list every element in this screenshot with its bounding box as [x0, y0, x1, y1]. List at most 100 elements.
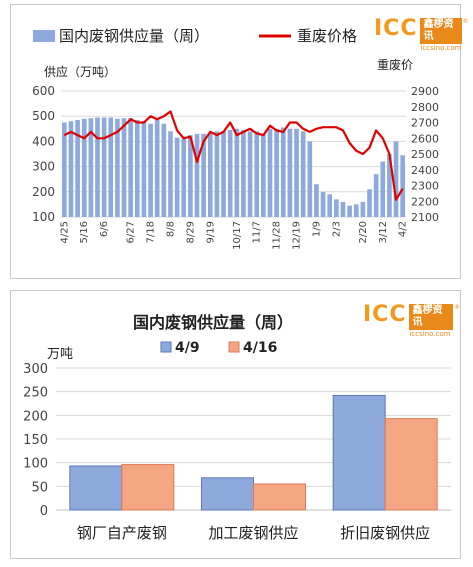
supply-bar — [188, 135, 193, 217]
supply-bar — [75, 119, 80, 217]
x-tick-label: 3/12 — [378, 221, 389, 243]
supply-bar-4-9 — [69, 465, 123, 511]
category-label: 钢厂自产废钢 — [77, 524, 167, 542]
y-tick-label: 50 — [31, 480, 48, 495]
supply-bar — [367, 189, 372, 217]
right-tick-label: 2900 — [411, 85, 439, 98]
supply-bar — [334, 199, 339, 217]
legend-swatch — [228, 341, 240, 353]
logo-brand-2: ICC — [363, 302, 407, 327]
right-axis-title: 重废价 — [377, 57, 413, 72]
x-tick-label: 9/19 — [205, 221, 216, 243]
supply-bar — [247, 131, 253, 217]
supply-bar — [314, 184, 319, 217]
supply-bar — [340, 201, 346, 217]
x-tick-label: 11/28 — [272, 221, 283, 250]
legend-label: 4/16 — [243, 340, 277, 356]
supply-bar — [174, 137, 180, 217]
supply-bar — [294, 128, 299, 217]
supply-bar — [353, 204, 359, 217]
left-tick-label: 100 — [32, 210, 55, 224]
supply-comparison-chart: 国内废钢供应量（周） 万吨 4/9 4/16 0 50 100 150 200 250 300… — [23, 313, 451, 542]
icc-logo: ICC 鑫椤资讯 iccsino.com ® — [374, 18, 469, 53]
left-axis-title: 供应（万吨） — [44, 64, 116, 79]
supply-price-chart-panel: 100 200 300 400 500 600 2100 2200 2300 2400 2500 2… — [10, 4, 469, 279]
right-tick-label: 2700 — [411, 117, 439, 130]
supply-bar — [307, 141, 313, 217]
logo-registered-mark: ® — [462, 18, 469, 25]
supply-bar — [261, 133, 266, 217]
supply-bar-4-9 — [201, 477, 254, 511]
legend-bar-swatch — [33, 30, 55, 42]
supply-bar-4-16 — [384, 418, 438, 511]
logo-cn-text-2: 鑫椤资讯 — [409, 304, 453, 330]
logo-brand: ICC — [374, 16, 418, 41]
x-tick-label: 6/6 — [99, 221, 110, 237]
logo-url-text: iccsino.com — [420, 44, 462, 52]
x-tick-label: 6/27 — [126, 221, 137, 243]
supply-bar — [221, 131, 226, 217]
logo-registered-mark-2: ® — [454, 304, 460, 311]
supply-bar — [234, 128, 240, 217]
x-tick-label: 8/29 — [185, 221, 196, 243]
supply-bar — [101, 117, 107, 217]
x-tick-label: 4/25 — [59, 221, 70, 243]
x-tick-label: 4/2 — [398, 221, 409, 237]
right-tick-label: 2300 — [411, 180, 439, 193]
supply-bar — [393, 141, 399, 217]
supply-bar — [214, 131, 220, 217]
y-tick-label: 200 — [23, 409, 48, 424]
supply-bar — [300, 131, 306, 217]
supply-bar — [115, 118, 120, 217]
y-axis-unit: 万吨 — [47, 347, 73, 362]
legend-label: 4/9 — [175, 340, 200, 356]
y-tick-label: 100 — [23, 457, 48, 472]
supply-bar — [400, 155, 406, 217]
y-tick-label: 150 — [23, 433, 48, 448]
supply-bar — [128, 117, 133, 217]
supply-bar — [267, 128, 273, 217]
supply-bar — [95, 117, 100, 217]
category-label: 折旧废钢供应 — [340, 524, 430, 542]
x-tick-label: 12/19 — [292, 221, 303, 250]
supply-bar — [161, 123, 167, 217]
supply-bar — [154, 119, 160, 217]
supply-bar — [327, 194, 333, 217]
icc-logo-2: ICC 鑫椤资讯 iccsino.com ® — [363, 304, 460, 339]
supply-bar — [387, 154, 392, 217]
x-tick-label: 11/7 — [252, 221, 263, 243]
supply-bar — [254, 131, 260, 217]
supply-comparison-chart-panel: 国内废钢供应量（周） 万吨 4/9 4/16 0 50 100 150 200 250 300… — [10, 290, 461, 559]
legend-swatch — [160, 341, 172, 353]
supply-bar — [201, 133, 206, 217]
x-tick-label: 10/17 — [232, 221, 243, 250]
legend-bar-label: 国内废钢供应量（周） — [59, 27, 209, 45]
y-tick-label: 250 — [23, 386, 48, 401]
supply-bar-4-9 — [332, 394, 386, 511]
right-tick-label: 2500 — [411, 148, 439, 161]
supply-bar — [207, 132, 213, 217]
supply-bar — [360, 201, 366, 217]
supply-bar — [134, 119, 140, 217]
y-tick-label: 300 — [23, 362, 48, 377]
logo-url-text-2: iccsino.com — [409, 330, 451, 338]
logo-cn-text: 鑫椤资讯 — [420, 18, 462, 44]
left-tick-label: 300 — [32, 160, 55, 174]
supply-bar — [61, 122, 67, 217]
supply-bar — [181, 138, 187, 217]
right-tick-label: 2400 — [411, 164, 439, 177]
x-tick-label: 2/3 — [331, 221, 342, 237]
supply-bar-4-16 — [253, 483, 306, 511]
supply-bar — [81, 118, 87, 217]
supply-bar — [287, 128, 293, 217]
right-tick-label: 2800 — [411, 101, 439, 114]
category-label: 加工废钢供应 — [208, 524, 298, 542]
x-tick-label: 8/8 — [165, 221, 176, 237]
supply-bar — [168, 131, 173, 217]
supply-bar — [274, 128, 279, 217]
left-tick-label: 200 — [32, 185, 55, 199]
supply-price-chart: 100 200 300 400 500 600 2100 2200 2300 2400 2500 2… — [32, 27, 439, 250]
supply-bar — [373, 174, 379, 217]
left-tick-label: 600 — [32, 84, 55, 98]
right-tick-label: 2600 — [411, 132, 439, 145]
